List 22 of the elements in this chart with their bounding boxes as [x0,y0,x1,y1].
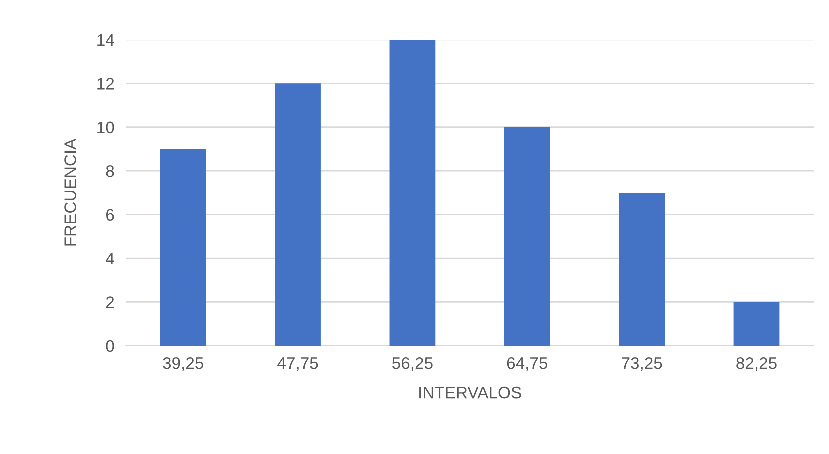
bar [504,127,550,346]
y-tick-label: 6 [106,209,114,222]
y-tick-label: 0 [106,340,114,352]
x-tick-label: 73,25 [622,358,662,372]
bar [275,84,321,346]
y-axis-title: FRECUENCIA [64,138,76,246]
bar [160,149,206,346]
y-tick-label: 12 [98,78,114,90]
y-tick-label: 2 [106,296,114,308]
bar [390,40,436,346]
x-tick-label: 56,25 [392,358,433,372]
y-tick-label: 14 [98,34,114,46]
bar [619,192,665,346]
x-tick-label: 47,75 [278,358,318,372]
y-tick-label: 4 [106,253,114,265]
x-tick-label: 64,75 [507,358,548,372]
y-tick-label: 8 [106,165,114,178]
x-axis-title: INTERVALOS [420,386,522,399]
x-tick-label: 82,25 [736,358,777,372]
bar [734,302,780,346]
y-tick-label: 10 [98,122,114,134]
x-tick-label: 39,25 [163,358,204,372]
